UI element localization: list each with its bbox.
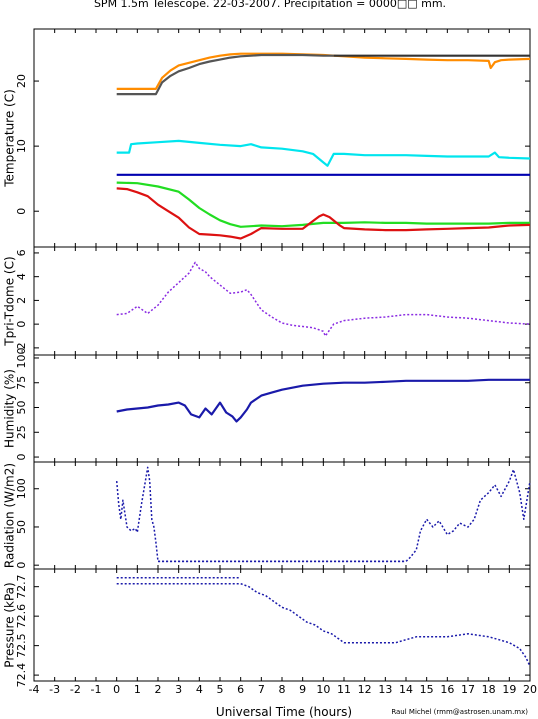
y-tick-label: 0 — [15, 454, 28, 461]
y-tick-label: 72.6 — [15, 604, 28, 629]
series-line — [116, 582, 531, 667]
x-tick-label: 14 — [399, 683, 413, 696]
series-line — [116, 187, 531, 240]
x-tick-label: 10 — [316, 683, 330, 696]
panel-frame — [33, 461, 531, 570]
x-tick-label: 17 — [461, 683, 475, 696]
x-tick-label: 3 — [175, 683, 182, 696]
y-tick-label: -2 — [15, 342, 28, 353]
x-tick-label: 9 — [299, 683, 306, 696]
y-tick-label: 100 — [15, 347, 28, 368]
x-tick-label: 19 — [502, 683, 516, 696]
y-tick-label: 0 — [15, 562, 28, 569]
y-tick-label: 4 — [15, 273, 28, 280]
y-tick-label: 2 — [15, 297, 28, 304]
x-tick-label: -3 — [49, 683, 60, 696]
y-axis-title: Tpri-Tdome (C) — [3, 256, 17, 346]
x-tick-label: 11 — [337, 683, 351, 696]
y-tick-label: 75 — [15, 376, 28, 390]
series-line — [116, 261, 531, 337]
x-tick-label: 16 — [440, 683, 454, 696]
x-tick-labels: -4 -3 -2 -1 0 1 2 3 4 5 6 7 8 9 10 11 12 13 14 15 16 17 18 19 20 — [29, 683, 537, 696]
x-axis-title: Universal Time (hours) — [216, 705, 352, 719]
x-tick-label: 15 — [420, 683, 434, 696]
y-tick-label: 10 — [15, 139, 28, 153]
y-tick-label: 50 — [15, 520, 28, 534]
y-tick-label: 20 — [15, 74, 28, 88]
y-axis-title: Radiation (W/m2) — [3, 463, 17, 568]
y-tick-label: 100 — [15, 478, 28, 499]
x-tick-label: 1 — [134, 683, 141, 696]
chart-title: SPM 1.5m Telescope. 22-03-2007. Precipit… — [94, 0, 446, 10]
y-tick-label: 25 — [15, 425, 28, 439]
panel-frame — [33, 568, 531, 682]
credit-text: Raul Michel (rmm@astrosen.unam.mx) — [391, 708, 528, 716]
y-axis-title: Humidity (%) — [3, 369, 17, 448]
x-tick-label: 20 — [523, 683, 537, 696]
x-tick-label: -2 — [70, 683, 81, 696]
x-tick-label: 8 — [279, 683, 286, 696]
series-line — [115, 466, 531, 563]
series-line — [116, 53, 334, 96]
x-tick-label: 5 — [217, 683, 224, 696]
panel-frame — [33, 246, 531, 356]
series-line — [116, 181, 530, 228]
y-tick-label: 72.5 — [15, 633, 28, 658]
x-tick-label: 7 — [258, 683, 265, 696]
y-tick-label: 72.4 — [15, 663, 28, 688]
panel-frame — [33, 354, 531, 463]
panel-frame — [33, 28, 531, 248]
x-tick-label: -4 — [29, 683, 40, 696]
x-tick-label: 18 — [482, 683, 496, 696]
y-tick-label: 0 — [15, 321, 28, 328]
y-tick-label: 50 — [15, 401, 28, 415]
x-tick-label: 2 — [155, 683, 162, 696]
y-axis-title: Pressure (kPa) — [3, 582, 17, 667]
y-tick-label: 6 — [15, 249, 28, 256]
x-tick-label: 12 — [358, 683, 372, 696]
x-tick-label: -1 — [91, 683, 102, 696]
y-tick-label: 72.7 — [15, 574, 28, 599]
x-tick-label: 13 — [378, 683, 392, 696]
y-axis-title: Temperature (C) — [3, 89, 17, 188]
y-tick-label: 0 — [15, 208, 28, 215]
x-tick-label: 0 — [113, 683, 120, 696]
series-line — [116, 139, 531, 167]
series-line — [116, 378, 530, 423]
x-tick-label: 6 — [237, 683, 244, 696]
x-tick-label: 4 — [196, 683, 203, 696]
